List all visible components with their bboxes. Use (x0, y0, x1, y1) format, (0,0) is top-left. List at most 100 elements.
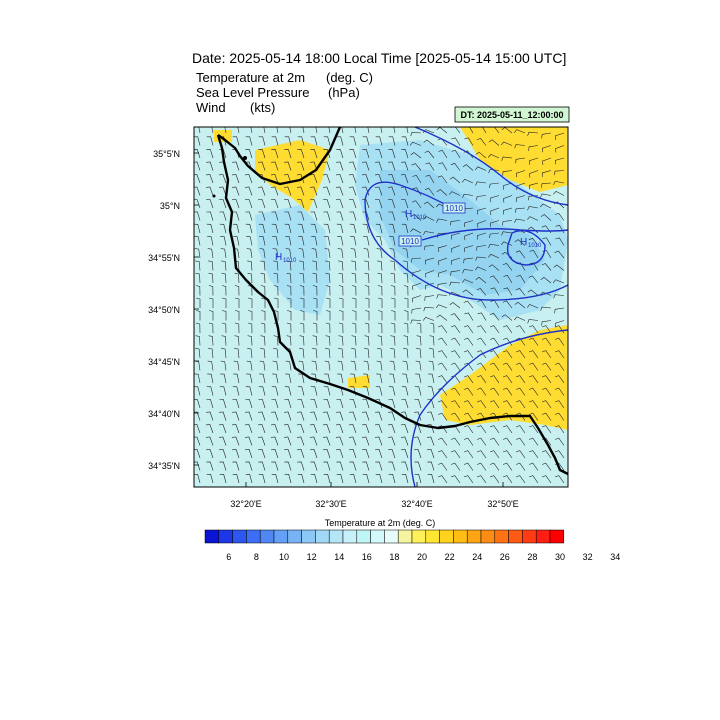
wind-barb (410, 319, 422, 324)
wind-barb (438, 149, 448, 159)
wind-barb (324, 236, 331, 246)
wind-barb (388, 399, 396, 409)
colorbar-swatch (356, 529, 371, 544)
wind-barb (515, 450, 526, 459)
wind-barb (388, 449, 396, 459)
wind-barb (541, 337, 552, 346)
wind-barb (233, 360, 240, 371)
wind-barb (376, 373, 383, 384)
wind-barb (323, 461, 331, 471)
lat-tick-label: 34°50'N (148, 305, 180, 315)
wind-barb (271, 136, 279, 146)
wind-barb (528, 337, 539, 346)
wind-barb (224, 127, 227, 134)
wind-barb (363, 236, 370, 246)
wind-barb (208, 272, 214, 284)
wind-barb (425, 270, 435, 278)
wind-barb (194, 461, 201, 471)
wind-barb (335, 174, 344, 184)
wind-barb (309, 174, 318, 184)
wind-barb (322, 436, 331, 446)
field-temperature-unit: (deg. C) (326, 70, 373, 85)
wind-barb (350, 236, 357, 246)
wind-barb (309, 436, 318, 446)
wind-barb (237, 127, 240, 134)
map-frame (193, 126, 569, 488)
wind-barb (235, 297, 240, 308)
wind-barb (260, 260, 266, 271)
wind-barb (284, 211, 292, 221)
wind-barb (338, 285, 344, 296)
wind-barb (351, 285, 357, 296)
wind-barb (271, 411, 279, 421)
wind-barb (388, 223, 396, 234)
wind-barb (391, 297, 396, 308)
wind-barb (375, 161, 383, 171)
wind-barb (554, 337, 565, 346)
wind-barb (310, 136, 318, 146)
colorbar-swatch (494, 529, 509, 544)
wind-barb (541, 387, 552, 396)
wind-barb (335, 436, 344, 446)
wind-barb (429, 322, 435, 334)
wind-barb (540, 203, 552, 209)
wind-barb (349, 161, 357, 171)
wind-barb (489, 400, 500, 409)
wind-barb (362, 449, 370, 459)
map-title: Date: 2025-05-14 18:00 Local Time [2025-… (192, 50, 566, 66)
colorbar-title: Temperature at 2m (deg. C) (325, 518, 436, 528)
wind-barb (194, 399, 201, 409)
field-wind-name: Wind (196, 100, 226, 115)
wind-barb (450, 437, 461, 446)
wind-barb (489, 362, 500, 371)
wind-barb (377, 272, 383, 284)
wind-barb (375, 136, 383, 146)
wind-barb (476, 195, 487, 201)
wind-barb (554, 412, 565, 421)
wind-barb (488, 154, 500, 159)
colorbar-tick-label: 8 (254, 552, 259, 562)
wind-barb (501, 156, 513, 161)
colorbar-swatch (549, 529, 565, 544)
wind-barb (196, 310, 201, 321)
wind-barb (219, 211, 227, 221)
wind-barb (437, 437, 448, 446)
latitude-axis: 35°5'N 35°N 34°55'N 34°50'N 34°45'N 34°4… (148, 149, 199, 471)
wind-barb (553, 180, 565, 186)
wind-barb (403, 348, 409, 359)
wind-barb (283, 436, 292, 446)
wind-barb (298, 236, 305, 246)
wind-barb (554, 170, 565, 176)
wind-barb (221, 348, 227, 359)
wind-barb (312, 348, 318, 359)
wind-barb (502, 425, 513, 434)
wind-barb (221, 322, 227, 334)
wind-barb (351, 348, 357, 359)
wind-barb (299, 348, 305, 359)
wind-barb (297, 211, 305, 221)
wind-barb (349, 461, 357, 471)
wind-barb (435, 304, 448, 309)
wind-barb (502, 300, 513, 309)
wind-barb (271, 149, 279, 159)
wind-barb (375, 211, 383, 221)
wind-barb (376, 248, 383, 259)
wind-barb (309, 424, 318, 434)
wind-barb (528, 450, 539, 459)
wind-barb (412, 174, 422, 184)
wind-barb (400, 174, 409, 184)
wind-barb (542, 145, 552, 153)
colorbar-tick-label: 10 (279, 552, 289, 562)
wind-barb (450, 270, 461, 276)
wind-barb (286, 285, 292, 296)
wind-barb (527, 304, 539, 309)
wind-barb (554, 307, 565, 314)
dt-label-box (454, 106, 570, 123)
colorbar-swatch (425, 529, 440, 544)
wind-barb (423, 306, 435, 312)
wind-barb (284, 411, 292, 421)
wind-barb (260, 285, 266, 296)
wind-barb (349, 199, 357, 209)
wind-barb (437, 462, 448, 471)
wind-barb (501, 141, 513, 146)
